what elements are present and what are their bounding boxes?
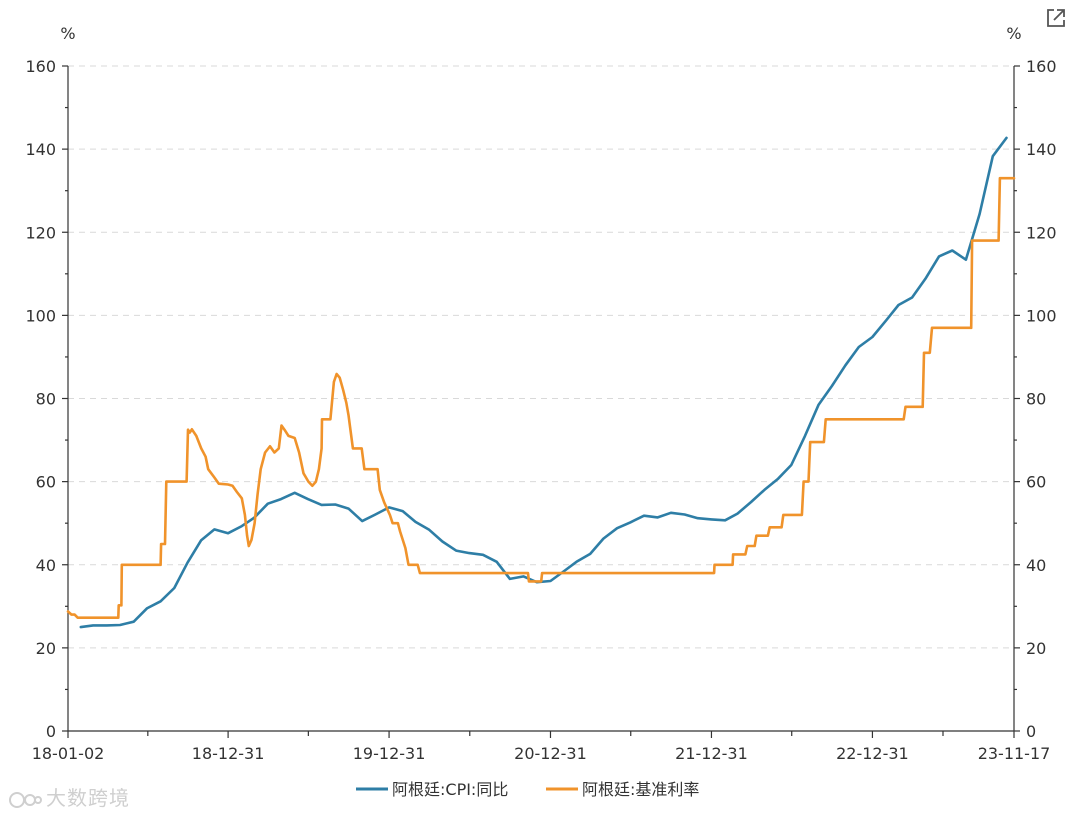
y-tick-label-right: 100 xyxy=(1026,306,1057,325)
watermark: 大数跨境 xyxy=(8,782,130,811)
x-tick-label: 18-01-02 xyxy=(32,744,105,763)
legend-label: 阿根廷:CPI:同比 xyxy=(392,780,508,799)
external-link-icon[interactable] xyxy=(1045,7,1067,29)
axes: 0 0 20 20 40 40 60 60 80 80 100 100 120 120 140 140 160 1… xyxy=(25,57,1056,763)
series-line xyxy=(79,136,1008,629)
y-tick-label-left: 40 xyxy=(36,556,56,575)
y-tick-label-left: 80 xyxy=(36,390,56,409)
y-tick-label-left: 60 xyxy=(36,473,56,492)
grid-lines xyxy=(68,65,1014,649)
y-tick-label-left: 140 xyxy=(25,140,56,159)
watermark-logo-icon xyxy=(8,790,42,810)
y-tick-label-right: 0 xyxy=(1026,722,1036,741)
y-tick-label-right: 160 xyxy=(1026,57,1057,76)
series-layer xyxy=(66,136,1016,629)
y-tick-label-left: 20 xyxy=(36,639,56,658)
y-unit-right: % xyxy=(1006,24,1021,43)
series-2 xyxy=(66,176,1016,619)
x-tick-label: 23-11-17 xyxy=(978,744,1051,763)
y-tick-label-right: 80 xyxy=(1026,390,1046,409)
legend-label: 阿根廷:基准利率 xyxy=(582,780,699,799)
x-tick-label: 21-12-31 xyxy=(675,744,748,763)
watermark-text: 大数跨境 xyxy=(46,786,130,810)
x-tick-label: 19-12-31 xyxy=(353,744,426,763)
x-tick-label: 20-12-31 xyxy=(514,744,587,763)
x-tick-label: 22-12-31 xyxy=(836,744,909,763)
y-unit-left: % xyxy=(60,24,75,43)
series-line xyxy=(66,176,1016,619)
legend-item-2[interactable]: 阿根廷:基准利率 xyxy=(546,780,699,799)
y-tick-label-right: 20 xyxy=(1026,639,1046,658)
series-1 xyxy=(79,136,1008,629)
y-tick-label-left: 100 xyxy=(25,306,56,325)
y-tick-label-right: 60 xyxy=(1026,473,1046,492)
y-tick-label-left: 0 xyxy=(46,722,56,741)
legend-item-1[interactable]: 阿根廷:CPI:同比 xyxy=(356,780,508,799)
legend[interactable]: 阿根廷:CPI:同比 阿根廷:基准利率 xyxy=(356,780,699,799)
y-tick-label-right: 40 xyxy=(1026,556,1046,575)
y-tick-label-right: 120 xyxy=(1026,223,1057,242)
y-tick-label-right: 140 xyxy=(1026,140,1057,159)
y-tick-label-left: 160 xyxy=(25,57,56,76)
y-tick-label-left: 120 xyxy=(25,223,56,242)
x-tick-label: 18-12-31 xyxy=(192,744,265,763)
